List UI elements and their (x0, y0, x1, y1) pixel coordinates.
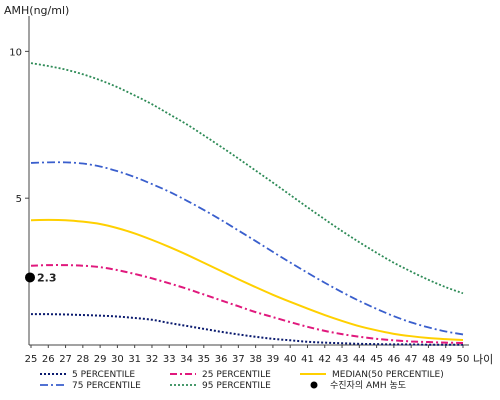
series-line-2 (30, 218, 464, 342)
x-tick-label: 25 (25, 354, 38, 365)
x-tick-label: 28 (76, 354, 89, 365)
x-tick-label: 30 (111, 354, 124, 365)
x-tick-label: 32 (146, 354, 159, 365)
y-tick-label: 10 (9, 47, 22, 58)
x-tick-label: 43 (336, 354, 349, 365)
legend-point-marker (310, 381, 318, 389)
x-tick-label: 27 (59, 354, 72, 365)
x-tick-label: 37 (232, 354, 245, 365)
x-tick-label: 45 (370, 354, 383, 365)
legend: 5 PERCENTILE 25 PERCENTILE MEDIAN(50 PERCE… (40, 370, 444, 391)
x-tick-label: 47 (405, 354, 418, 365)
y-axis-title: AMH(ng/ml) (4, 4, 69, 17)
x-axis-title: 나이 (473, 353, 493, 366)
x-tick-label: 33 (163, 354, 176, 365)
x-tick-label: 46 (388, 354, 401, 365)
x-tick-label: 42 (318, 354, 331, 365)
legend-label-3: 75 PERCENTILE (72, 381, 141, 391)
x-tick-label: 31 (128, 354, 141, 365)
x-tick-label: 26 (42, 354, 55, 365)
x-tick-label: 40 (284, 354, 297, 365)
highlight-point-marker (25, 272, 35, 283)
x-tick-label: 41 (301, 354, 314, 365)
series-line-1 (30, 264, 464, 344)
series-line-0 (30, 313, 463, 346)
x-tick-label: 38 (249, 354, 262, 365)
legend-label-0: 5 PERCENTILE (72, 370, 135, 380)
x-tick-label: 39 (267, 354, 280, 365)
legend-label-1: 25 PERCENTILE (202, 370, 271, 380)
series-layer (30, 62, 464, 346)
legend-label-2: MEDIAN(50 PERCENTILE) (332, 370, 444, 380)
legend-label-4: 95 PERCENTILE (202, 381, 271, 391)
x-tick-label: 49 (439, 354, 452, 365)
x-tick-label: 50 (457, 354, 470, 365)
series-line-3 (30, 161, 464, 336)
highlight-point-label: 2.3 (37, 271, 57, 284)
x-tick-label: 34 (180, 354, 193, 365)
x-tick-label: 44 (353, 354, 366, 365)
x-tick-label: 29 (94, 354, 107, 365)
y-tick-label: 5 (16, 194, 22, 205)
x-tick-label: 36 (215, 354, 228, 365)
legend-point-label: 수진자의 AMH 농도 (330, 380, 406, 391)
x-tick-label: 35 (197, 354, 210, 365)
x-tick-label: 48 (422, 354, 435, 365)
highlight-point-layer: 2.3 (25, 271, 57, 284)
axes: AMH(ng/ml) 5 10 25 26 27 28 29 30 31 32 33 34 35 36 37 3… (4, 4, 493, 366)
series-line-4 (30, 62, 464, 295)
